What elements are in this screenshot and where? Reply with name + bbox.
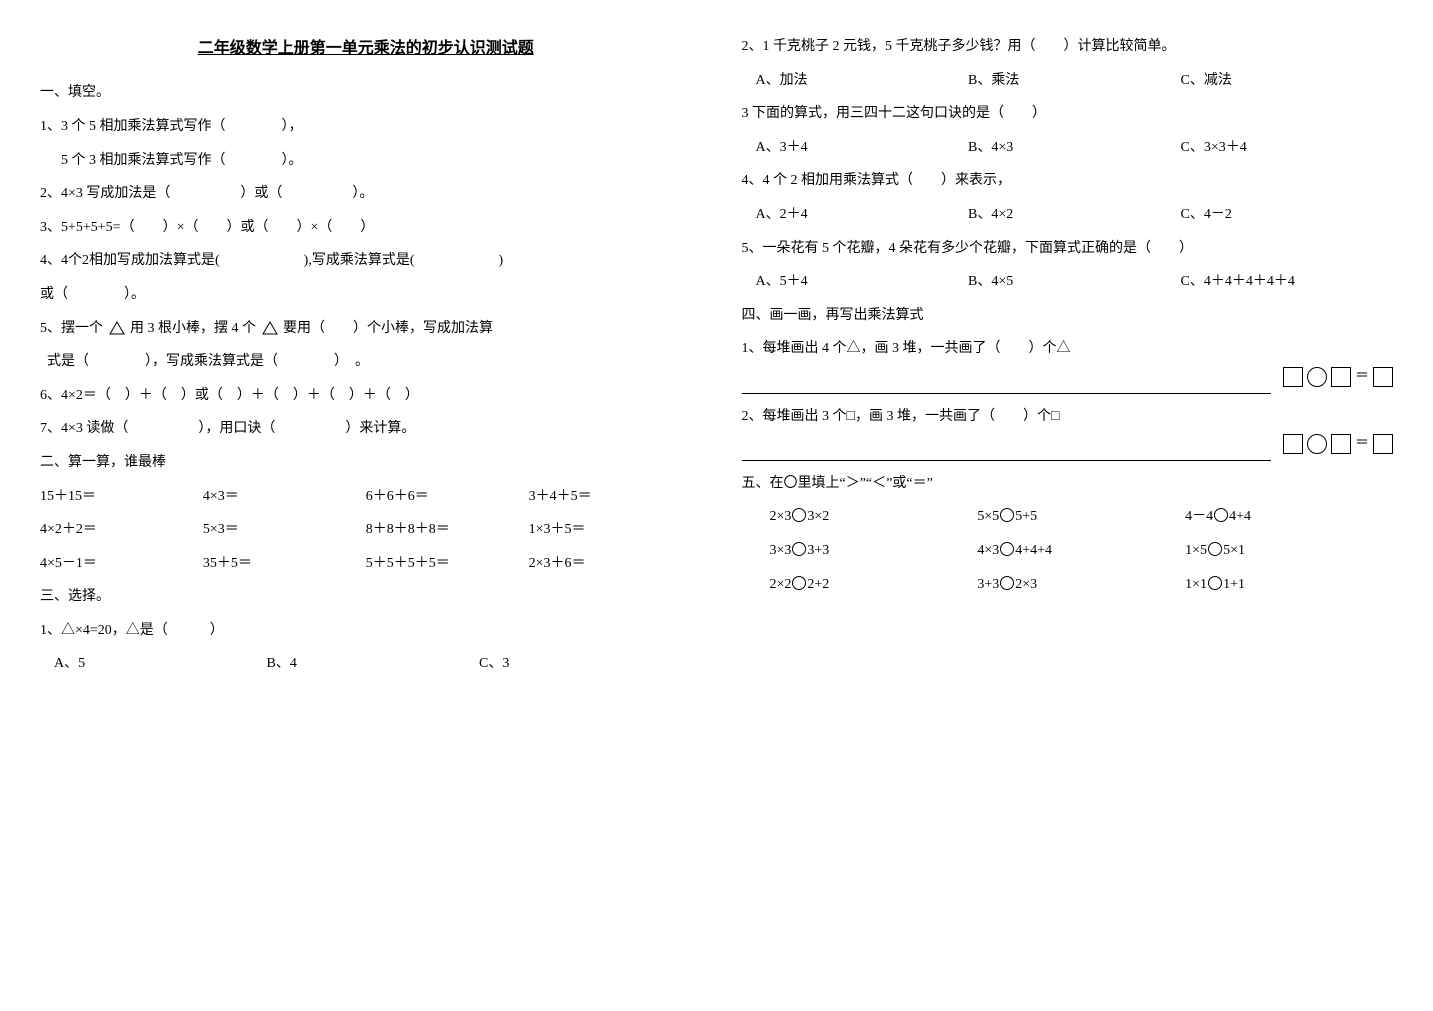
compare-row-3: 2×22+2 3+32×3 1×11+1 xyxy=(742,568,1394,602)
section-2-heading: 二、算一算，谁最棒 xyxy=(40,446,692,480)
option-c: C、减法 xyxy=(1181,64,1394,98)
r-q2: 2、1 千克桃子 2 元钱，5 千克桃子多少钱？用（ ）计算比较简单。 xyxy=(742,30,1394,64)
calc-cell: 5×3＝ xyxy=(203,513,366,547)
compare-circle xyxy=(792,542,806,556)
operator-circle xyxy=(1307,434,1327,454)
worksheet-title: 二年级数学上册第一单元乘法的初步认识测试题 xyxy=(40,30,692,68)
q6: 6、4×2＝（ ）＋（ ）或（ ）＋（ ）＋（ ）＋（ ） xyxy=(40,379,692,413)
option-b: B、4×2 xyxy=(968,198,1181,232)
calc-cell: 4×5－1＝ xyxy=(40,547,203,581)
compare-circle xyxy=(1214,508,1228,522)
q4-line2: 或（ ）。 xyxy=(40,278,692,312)
calc-cell: 35＋5＝ xyxy=(203,547,366,581)
drawing-blank xyxy=(742,377,1272,394)
q5-text-a: 5、摆一个 xyxy=(40,321,103,336)
compare-item: 2×22+2 xyxy=(770,568,978,602)
compare-item: 3+32×3 xyxy=(977,568,1185,602)
option-a: A、5＋4 xyxy=(756,265,969,299)
calc-cell: 4×2＋2＝ xyxy=(40,513,203,547)
option-a: A、5 xyxy=(54,647,267,681)
option-a: A、加法 xyxy=(756,64,969,98)
r-q2-options: A、加法 B、乘法 C、减法 xyxy=(742,64,1394,98)
section-3-heading: 三、选择。 xyxy=(40,580,692,614)
option-b: B、4×3 xyxy=(968,131,1181,165)
r-q5: 5、一朵花有 5 个花瓣，4 朵花有多少个花瓣，下面算式正确的是（ ） xyxy=(742,232,1394,266)
calc-cell: 4×3＝ xyxy=(203,480,366,514)
q5-text-b: 用 3 根小棒，摆 4 个 xyxy=(130,321,256,336)
r-q3-options: A、3＋4 B、4×3 C、3×3＋4 xyxy=(742,131,1394,165)
calc-cell: 6＋6＋6＝ xyxy=(366,480,529,514)
operator-circle xyxy=(1307,367,1327,387)
q4-line1: 4、4个2相加写成加法算式是( ),写成乘法算式是( ) xyxy=(40,244,692,278)
calc-cell: 3＋4＋5＝ xyxy=(529,480,692,514)
answer-box xyxy=(1373,434,1393,454)
calc-row-3: 4×5－1＝ 35＋5＝ 5＋5＋5＋5＝ 2×3＋6＝ xyxy=(40,547,692,581)
compare-circle xyxy=(1208,576,1222,590)
section-5-heading: 五、在〇里填上“＞”“＜”或“＝” xyxy=(742,467,1394,501)
q5-text-c: 要用（ ）个小棒，写成加法算 xyxy=(283,321,493,336)
compare-item: 4×34+4+4 xyxy=(977,534,1185,568)
answer-box xyxy=(1373,367,1393,387)
compare-circle xyxy=(1208,542,1222,556)
q2: 2、4×3 写成加法是（ ）或（ ）。 xyxy=(40,177,692,211)
option-a: A、2＋4 xyxy=(756,198,969,232)
right-column: 2、1 千克桃子 2 元钱，5 千克桃子多少钱？用（ ）计算比较简单。 A、加法… xyxy=(742,30,1394,681)
compare-item: 4－44+4 xyxy=(1185,500,1393,534)
equals-sign: ＝ xyxy=(1355,427,1369,461)
compare-item: 2×33×2 xyxy=(770,500,978,534)
calc-cell: 2×3＋6＝ xyxy=(529,547,692,581)
compare-circle xyxy=(792,508,806,522)
compare-circle xyxy=(792,576,806,590)
q1-line2: 5 个 3 相加乘法算式写作（ ）。 xyxy=(40,144,692,178)
calc-cell: 15＋15＝ xyxy=(40,480,203,514)
q7: 7、4×3 读做（ ），用口诀（ ）来计算。 xyxy=(40,412,692,446)
compare-circle xyxy=(1000,508,1014,522)
compare-item: 3×33+3 xyxy=(770,534,978,568)
q1-line1: 1、3 个 5 相加乘法算式写作（ ）， xyxy=(40,110,692,144)
section-4-heading: 四、画一画，再写出乘法算式 xyxy=(742,299,1394,333)
calc-cell: 5＋5＋5＋5＝ xyxy=(366,547,529,581)
calc-cell: 8＋8＋8＋8＝ xyxy=(366,513,529,547)
answer-box xyxy=(1283,367,1303,387)
calc-row-1: 15＋15＝ 4×3＝ 6＋6＋6＝ 3＋4＋5＝ xyxy=(40,480,692,514)
compare-item: 1×55×1 xyxy=(1185,534,1393,568)
left-column: 二年级数学上册第一单元乘法的初步认识测试题 一、填空。 1、3 个 5 相加乘法… xyxy=(40,30,692,681)
calc-cell: 1×3＋5＝ xyxy=(529,513,692,547)
option-a: A、3＋4 xyxy=(756,131,969,165)
compare-circle xyxy=(1000,576,1014,590)
calc-row-2: 4×2＋2＝ 5×3＝ 8＋8＋8＋8＝ 1×3＋5＝ xyxy=(40,513,692,547)
compare-row-1: 2×33×2 5×55+5 4－44+4 xyxy=(742,500,1394,534)
q3: 3、5+5+5+5=（ ）×（ ）或（ ）×（ ） xyxy=(40,211,692,245)
option-c: C、4＋4＋4＋4＋4 xyxy=(1181,265,1394,299)
answer-box xyxy=(1331,367,1351,387)
s3-q1-options: A、5 B、4 C、3 xyxy=(40,647,692,681)
option-b: B、乘法 xyxy=(968,64,1181,98)
triangle-icon xyxy=(109,321,125,335)
equals-sign: ＝ xyxy=(1355,360,1369,394)
q5-line2: 式是（ ），写成乘法算式是（ ） 。 xyxy=(40,345,692,379)
compare-item: 5×55+5 xyxy=(977,500,1185,534)
q5-line1: 5、摆一个 用 3 根小棒，摆 4 个 要用（ ）个小棒，写成加法算 xyxy=(40,312,692,346)
equation-boxes: ＝ xyxy=(1283,360,1393,394)
r-q3: 3 下面的算式，用三四十二这句口诀的是（ ） xyxy=(742,97,1394,131)
triangle-icon xyxy=(262,321,278,335)
option-b: B、4 xyxy=(267,647,480,681)
answer-box xyxy=(1283,434,1303,454)
drawing-blank xyxy=(742,444,1272,461)
option-b: B、4×5 xyxy=(968,265,1181,299)
r-q4: 4、4 个 2 相加用乘法算式（ ）来表示， xyxy=(742,164,1394,198)
compare-item: 1×11+1 xyxy=(1185,568,1393,602)
answer-box xyxy=(1331,434,1351,454)
compare-row-2: 3×33+3 4×34+4+4 1×55×1 xyxy=(742,534,1394,568)
equation-boxes: ＝ xyxy=(1283,427,1393,461)
r-q4-options: A、2＋4 B、4×2 C、4－2 xyxy=(742,198,1394,232)
option-c: C、3 xyxy=(479,647,692,681)
option-c: C、4－2 xyxy=(1181,198,1394,232)
r-q5-options: A、5＋4 B、4×5 C、4＋4＋4＋4＋4 xyxy=(742,265,1394,299)
compare-circle xyxy=(1000,542,1014,556)
section-1-heading: 一、填空。 xyxy=(40,76,692,110)
s3-q1: 1、△×4=20，△是（ ） xyxy=(40,614,692,648)
option-c: C、3×3＋4 xyxy=(1181,131,1394,165)
